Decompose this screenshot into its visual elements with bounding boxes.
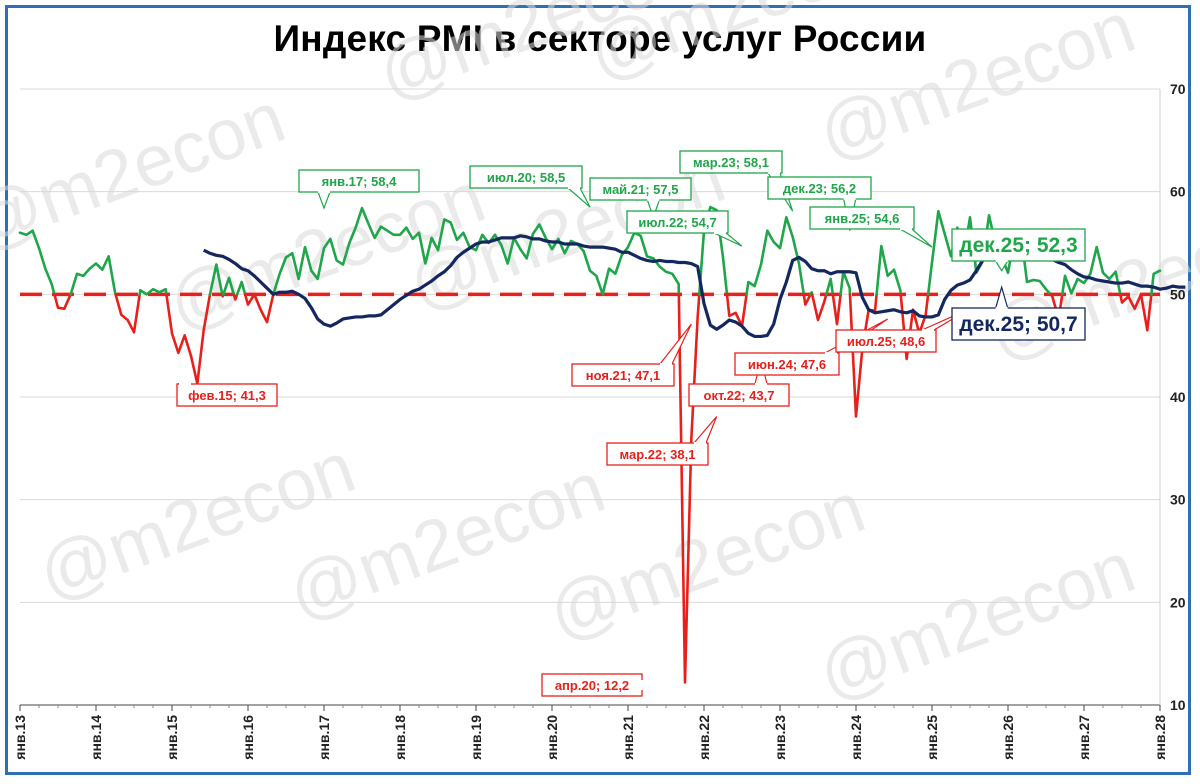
callout-box — [606, 442, 709, 466]
x-tick-label: янв.25 — [924, 715, 940, 760]
annotation-label: дек.23; 56,2 — [783, 181, 856, 196]
annotation-label: июл.20; 58,5 — [487, 170, 565, 185]
pmi-line-below-50 — [802, 293, 812, 306]
callout-box — [809, 206, 915, 230]
y-tick-label: 20 — [1170, 594, 1186, 610]
pmi-line-above-50 — [839, 270, 852, 296]
callout-box — [469, 165, 583, 189]
callout-box — [951, 228, 1086, 262]
pmi-line-above-50 — [138, 287, 168, 296]
annotation-label: июл.22; 54,7 — [638, 215, 716, 230]
annotation-label: июл.25; 48,6 — [847, 334, 925, 349]
callout-pointer — [658, 323, 692, 365]
watermark-text: @m2econ — [978, 187, 1200, 375]
annotation-label: ноя.21; 47,1 — [586, 368, 661, 383]
x-tick-label: янв.27 — [1076, 715, 1092, 760]
pmi-line-below-50 — [53, 293, 72, 311]
x-tick-label: янв.14 — [88, 715, 104, 760]
callout-box — [767, 176, 872, 200]
y-tick-label: 70 — [1170, 81, 1186, 97]
pmi-line-above-50 — [69, 255, 117, 296]
x-tick-label: янв.18 — [392, 715, 408, 760]
callout-box — [626, 210, 729, 234]
pmi-line-above-50 — [698, 205, 729, 296]
watermark-text: @m2econ — [808, 527, 1145, 715]
x-tick-label: янв.22 — [696, 715, 712, 760]
callout-box — [176, 383, 278, 407]
callout-box — [571, 363, 675, 387]
y-tick-label: 40 — [1170, 389, 1186, 405]
annotation-label: янв.17; 58,4 — [322, 174, 398, 189]
chart-title: Индекс PMI в секторе услуг России — [273, 18, 927, 59]
annotation-label: мар.23; 58,1 — [693, 155, 769, 170]
pmi-line-below-50 — [677, 293, 701, 684]
pmi-line-above-50 — [222, 276, 236, 296]
pmi-line-below-50 — [165, 293, 212, 385]
annotation-label: фев.15; 41,3 — [188, 388, 266, 403]
pmi-line-above-50 — [208, 263, 224, 296]
annotation-label: янв.25; 54,6 — [825, 211, 900, 226]
x-tick-label: янв.24 — [848, 715, 864, 760]
x-tick-label: янв.15 — [164, 715, 180, 760]
callout-box — [835, 329, 937, 353]
callout-pointer — [713, 232, 743, 247]
pmi-line-above-50 — [18, 229, 56, 296]
pmi-line-above-50 — [875, 244, 903, 296]
annotation-label: дек.25; 50,7 — [959, 313, 1077, 336]
pmi-line-above-50 — [1060, 245, 1122, 296]
annotation-label: окт.22; 43,7 — [704, 388, 775, 403]
callout-pointer — [317, 191, 331, 210]
x-tick-label: янв.19 — [468, 715, 484, 760]
y-tick-label: 50 — [1170, 286, 1186, 302]
callout-box — [298, 169, 420, 193]
x-tick-label: янв.13 — [12, 715, 28, 760]
callout-pointer — [897, 228, 933, 248]
annotation-label: дек.25; 52,3 — [959, 234, 1077, 257]
pmi-line-below-50 — [831, 293, 842, 326]
callout-pointer — [692, 416, 718, 444]
x-tick-label: янв.28 — [1152, 715, 1168, 760]
callout-box — [688, 383, 790, 407]
pmi-line-above-50 — [825, 277, 835, 296]
annotation-label: май.21; 57,5 — [603, 182, 679, 197]
pmi-line-below-50 — [810, 293, 828, 322]
series-lines — [18, 205, 1186, 684]
pmi-line-above-50 — [745, 216, 806, 296]
pmi-line-below-50 — [1119, 293, 1143, 311]
callout-box — [679, 150, 783, 174]
annotation-label: июн.24; 47,6 — [748, 357, 826, 372]
x-tick-label: янв.16 — [240, 715, 256, 760]
annotation-label: мар.22; 38,1 — [620, 447, 696, 462]
callout-box — [734, 352, 840, 376]
y-tick-label: 10 — [1170, 697, 1186, 713]
callout-box — [589, 177, 692, 201]
pmi-line-below-50 — [243, 293, 256, 306]
x-tick-label: янв.23 — [772, 715, 788, 760]
watermark-layer: @m2econ@m2econ@m2econ@m2econ@m2econ@m2ec… — [0, 0, 1200, 715]
pmi-line-below-50 — [232, 293, 239, 301]
pmi-line-above-50 — [235, 280, 247, 296]
pmi-line-above-50 — [926, 209, 1052, 296]
pmi-line-below-50 — [848, 293, 878, 418]
watermark-text: @m2econ — [808, 0, 1145, 175]
pmi-line-below-50 — [253, 293, 275, 324]
x-tick-label: янв.20 — [544, 715, 560, 760]
y-tick-label: 30 — [1170, 492, 1186, 508]
x-tick-label: янв.17 — [316, 715, 332, 760]
pmi-line-below-50 — [725, 293, 748, 328]
callout-box — [951, 307, 1086, 341]
pmi-line-below-50 — [1139, 293, 1153, 332]
axes: 10 20 30 40 50 60 70 янв.13 янв.14 янв.15 янв.16 ян… — [12, 81, 1186, 760]
x-tick-label: янв.26 — [1000, 715, 1016, 760]
pmi-line-below-50 — [114, 293, 142, 334]
annotation-label: апр.20; 12,2 — [555, 678, 629, 693]
annotations: янв.17; 58,4 фев.15; 41,3 июл.20; 58,5 апр.… — [176, 150, 1086, 697]
x-tick-label: янв.21 — [620, 715, 636, 760]
y-tick-label: 60 — [1170, 184, 1186, 200]
